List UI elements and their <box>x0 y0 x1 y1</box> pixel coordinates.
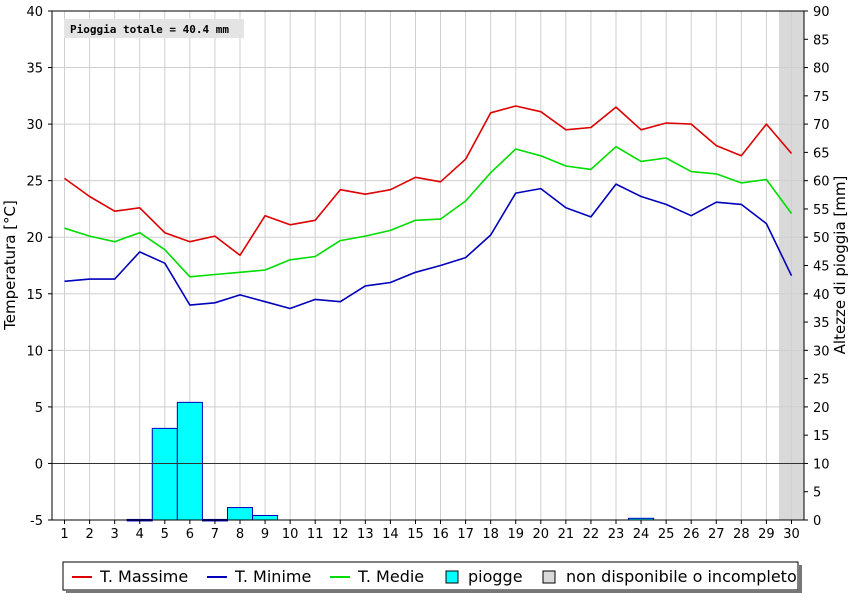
y-tick-label: 15 <box>26 288 43 303</box>
x-tick-label: 8 <box>236 527 244 542</box>
x-tick-label: 10 <box>282 527 299 542</box>
y-tick-label: 10 <box>26 344 43 359</box>
y-tick-label: 30 <box>26 118 43 133</box>
y-tick-label: 35 <box>26 62 43 77</box>
series-line-mean <box>64 145 793 278</box>
y-axis-label: Temperatura [°C] <box>1 200 19 331</box>
legend: T. Massime T. Minime T. Medie piogge non… <box>62 561 802 593</box>
rain-total-annotation: Pioggia totale = 40.4 mm <box>64 19 244 38</box>
legend-label-max: T. Massime <box>99 567 188 586</box>
y2-tick-label: 20 <box>813 401 830 416</box>
legend-label-unavailable: non disponibile o incompleto <box>566 567 797 586</box>
x-tick-label: 6 <box>186 527 194 542</box>
x-tick-label: 19 <box>507 527 524 542</box>
x-tick-label: 14 <box>382 527 399 542</box>
x-tick-label: 5 <box>161 527 169 542</box>
x-tick-label: 7 <box>211 527 219 542</box>
legend-label-min: T. Minime <box>234 567 311 586</box>
x-tick-label: 13 <box>357 527 374 542</box>
x-tick-label: 30 <box>783 527 800 542</box>
y2-tick-label: 30 <box>813 344 830 359</box>
x-tick-label: 12 <box>332 527 349 542</box>
y2-tick-label: 5 <box>813 486 821 501</box>
x-tick-label: 4 <box>136 527 144 542</box>
rain-bar-day-5 <box>151 427 178 521</box>
x-tick-label: 17 <box>457 527 474 542</box>
x-tick-label: 24 <box>633 527 650 542</box>
legend-box <box>62 561 799 591</box>
y2-tick-label: 15 <box>813 429 830 444</box>
y2-tick-label: 90 <box>813 5 830 20</box>
y-tick-label: 25 <box>26 175 43 190</box>
rain-bar-day-8 <box>226 507 254 521</box>
x-tick-label: 29 <box>758 527 775 542</box>
legend-shadow-bottom <box>66 590 802 593</box>
x-tick-label: 3 <box>111 527 119 542</box>
annotation-box <box>64 19 244 38</box>
legend-swatch-unavailable <box>542 570 556 584</box>
rain-bar-day-6 <box>176 401 203 521</box>
x-tick-label: 2 <box>85 527 93 542</box>
x-tick-label: 11 <box>307 527 324 542</box>
y-tick-label: 0 <box>35 457 43 472</box>
y2-tick-label: 80 <box>813 62 830 77</box>
x-tick-label: 16 <box>432 527 449 542</box>
y2-tick-label: 0 <box>813 514 821 529</box>
temperature-lines <box>64 105 793 310</box>
x-tick-label: 20 <box>533 527 550 542</box>
rain-bars <box>126 401 655 522</box>
x-tick-label: 26 <box>683 527 700 542</box>
rain-bar-day-9 <box>252 514 279 521</box>
y2-tick-label: 65 <box>813 146 830 161</box>
series-line-max <box>64 105 793 257</box>
y2-tick-label: 55 <box>813 203 830 218</box>
x-tick-label: 18 <box>482 527 499 542</box>
x-tick-label: 25 <box>658 527 675 542</box>
y-tick-label: -5 <box>30 514 43 529</box>
x-tick-label: 15 <box>407 527 424 542</box>
x-tick-label: 27 <box>708 527 725 542</box>
y2-tick-label: 75 <box>813 90 830 105</box>
y2-tick-label: 10 <box>813 457 830 472</box>
y-tick-label: 40 <box>26 5 43 20</box>
x-tick-label: 23 <box>608 527 625 542</box>
legend-label-mean: T. Medie <box>357 567 424 586</box>
y2-axis-label: Altezze di pioggia [mm] <box>831 176 849 355</box>
y2-tick-label: 35 <box>813 316 830 331</box>
legend-label-rain: piogge <box>468 567 523 586</box>
x-tick-label: 21 <box>558 527 575 542</box>
y-tick-label: 5 <box>35 401 43 416</box>
y2-tick-label: 60 <box>813 175 830 190</box>
y2-tick-label: 45 <box>813 260 830 275</box>
x-tick-label: 28 <box>733 527 750 542</box>
y2-tick-label: 25 <box>813 373 830 388</box>
y-tick-label: 20 <box>26 231 43 246</box>
axis-ticks: -505101520253035400510152025303540455055… <box>26 5 829 542</box>
y2-tick-label: 70 <box>813 118 830 133</box>
series-line-min <box>64 183 793 310</box>
annotation-text: Pioggia totale = 40.4 mm <box>70 23 229 36</box>
y2-tick-label: 40 <box>813 288 830 303</box>
y2-tick-label: 85 <box>813 33 830 48</box>
legend-swatch-rain <box>445 570 459 584</box>
x-tick-label: 9 <box>261 527 269 542</box>
x-tick-label: 22 <box>583 527 600 542</box>
x-tick-label: 1 <box>60 527 68 542</box>
y2-tick-label: 50 <box>813 231 830 246</box>
legend-shadow-right <box>799 565 802 593</box>
